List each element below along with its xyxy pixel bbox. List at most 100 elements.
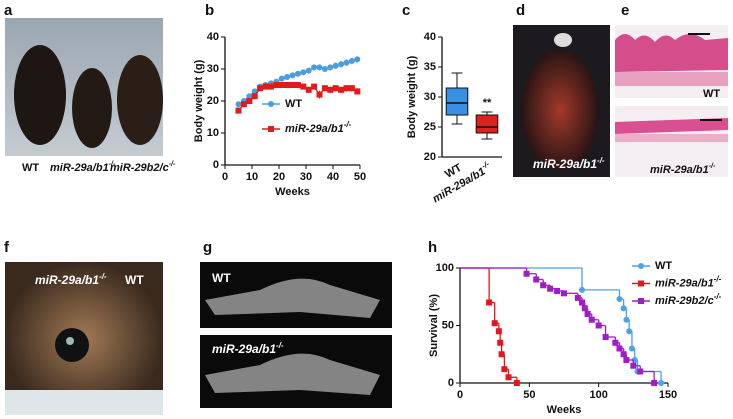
label-sup: -/- [169, 161, 176, 168]
x-tick-label-sup: -/- [480, 159, 491, 171]
panel-label: c [402, 2, 410, 19]
legend-label-sup: -/- [714, 292, 722, 301]
y-tick-label: 10 [207, 127, 219, 139]
x-tick-label: 50 [523, 389, 535, 401]
box [475, 114, 499, 134]
x-tick-label: 150 [659, 389, 677, 401]
marker [305, 67, 312, 74]
marker [316, 64, 323, 71]
y-tick-label: 50 [442, 319, 454, 331]
marker [343, 59, 350, 66]
label-sup: -/- [276, 341, 284, 350]
x-tick-label: 0 [457, 389, 463, 401]
panel-label: b [205, 2, 214, 19]
marker [338, 86, 345, 93]
label-text: WT [125, 273, 144, 287]
y-axis-label: Body weight (g) [406, 55, 418, 138]
marker [240, 101, 247, 108]
marker [321, 85, 328, 92]
panel-label: e [621, 2, 629, 19]
legend-label: miR-29a/b1-/- [655, 274, 722, 289]
y-tick-label: 0 [213, 159, 219, 171]
photo-d [513, 25, 610, 177]
marker [338, 61, 345, 68]
y-tick-label: 0 [448, 377, 454, 389]
x-tick-label: 50 [354, 171, 366, 183]
label-sup: -/- [99, 272, 107, 281]
marker [316, 91, 323, 98]
marker [278, 75, 285, 82]
marker [278, 82, 285, 88]
marker [343, 85, 350, 92]
photo-label: miR-29a/b1-/- [50, 161, 116, 174]
y-tick-label: 20 [207, 95, 219, 107]
label-sup: -/- [109, 161, 116, 168]
marker [348, 85, 355, 92]
marker [284, 74, 291, 80]
marker [332, 62, 339, 69]
x-tick-label: 30 [300, 171, 312, 183]
marker [235, 101, 242, 108]
label-text: miR-29a/b1 [212, 342, 276, 356]
x-tick-label: 100 [589, 389, 607, 401]
marker [262, 83, 269, 90]
label-sup: -/- [597, 156, 605, 165]
photo-label: miR-29b2/c-/- [110, 161, 176, 174]
panel-label: d [516, 2, 525, 19]
marker [513, 380, 520, 386]
legend-label-text: WT [655, 260, 672, 272]
marker [305, 86, 312, 93]
legend-label-sup: -/- [714, 274, 722, 283]
legend-label: WT [285, 98, 302, 110]
x-tick-label: 10 [246, 171, 258, 183]
y-tick-label: 35 [424, 61, 436, 73]
y-axis-label: Body weight (g) [193, 59, 205, 142]
marker [294, 82, 301, 88]
marker [638, 280, 644, 287]
marker [354, 88, 361, 95]
photo-label: WT [703, 88, 720, 100]
y-axis-label: Survival (%) [428, 294, 440, 357]
photo-g [200, 262, 392, 408]
photo-f [5, 262, 163, 415]
y-tick-label: 40 [424, 31, 436, 43]
label-text: WT [22, 162, 39, 174]
marker [251, 93, 258, 100]
legend-label-text: miR-29a/b1 [285, 123, 344, 135]
legend-label-text: miR-29a/b1 [655, 277, 714, 289]
label-text: miR-29b2/c [110, 162, 169, 174]
panel-label: h [428, 239, 437, 256]
label-text: WT [703, 88, 720, 100]
marker [294, 70, 301, 77]
box [445, 87, 469, 116]
legend-label-text: miR-29b2/c [655, 295, 714, 307]
photo-label: WT [125, 273, 144, 287]
x-axis-label: Weeks [275, 186, 310, 198]
marker [268, 101, 274, 107]
marker [300, 83, 307, 90]
marker [354, 56, 361, 63]
legend-label-sup: -/- [344, 120, 352, 129]
y-tick-label: 100 [436, 262, 454, 274]
marker [327, 86, 334, 93]
y-tick-label: 20 [424, 151, 436, 163]
marker [321, 66, 328, 72]
y-tick-label: 25 [424, 121, 436, 133]
marker [638, 263, 644, 269]
panel-label: f [4, 239, 10, 256]
legend-label-text: WT [285, 98, 302, 110]
marker [311, 64, 318, 71]
panel-label: g [203, 239, 212, 256]
photo-a [5, 18, 163, 156]
marker [638, 298, 644, 304]
legend-label: WT [655, 260, 672, 272]
x-tick-label: 0 [222, 171, 228, 183]
label-text: miR-29a/b1 [50, 162, 109, 174]
marker [273, 82, 280, 88]
photo-label: miR-29a/b1-/- [35, 272, 107, 288]
label-text: miR-29a/b1 [533, 157, 597, 171]
label-text: miR-29a/b1 [35, 273, 99, 287]
x-axis-label: Weeks [547, 404, 582, 416]
label-sup: -/- [709, 163, 716, 170]
